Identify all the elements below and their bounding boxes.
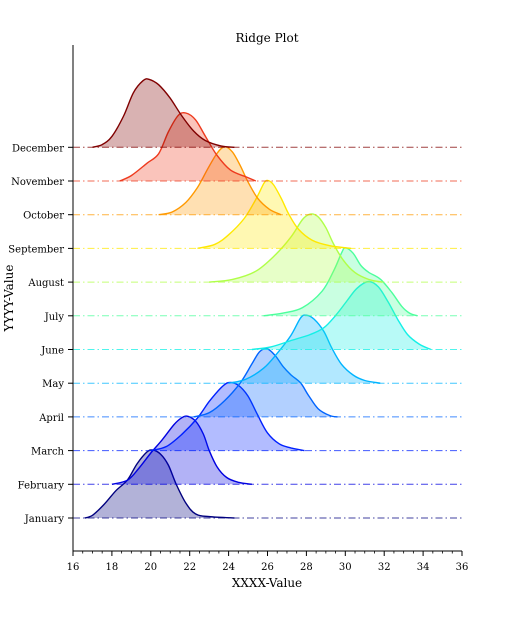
chart-title: Ridge Plot: [235, 31, 298, 45]
x-ticks: 16 18 20 22 24 26 28 30 32 34 36: [67, 551, 469, 573]
x-tick-label-20: 20: [144, 562, 157, 573]
x-tick-label-34: 34: [417, 562, 430, 573]
x-tick-label-16: 16: [67, 562, 80, 573]
ridge-line-august: [209, 213, 383, 283]
ridge-fill-march: [150, 382, 305, 451]
x-tick-label-36: 36: [456, 562, 469, 573]
ridge-fill-june: [251, 281, 431, 350]
y-ticks: January February March April May June July Augu…: [8, 143, 73, 525]
x-axis-label: XXXX-Value: [232, 576, 302, 590]
x-tick-label-24: 24: [222, 562, 235, 573]
ridge-line-june: [251, 280, 432, 351]
ridge-line-december: [92, 78, 235, 148]
y-tick-label-january: January: [24, 514, 65, 525]
y-axis-label: YYYY-Value: [2, 265, 16, 333]
y-tick-label-august: August: [27, 278, 64, 289]
x-tick-label-30: 30: [339, 562, 352, 573]
y-tick-label-june: June: [40, 346, 64, 357]
ridge-line-november: [119, 111, 257, 182]
x-tick-label-28: 28: [300, 562, 313, 573]
y-tick-label-february: February: [18, 480, 65, 491]
ridges-layer: [73, 78, 462, 519]
y-tick-label-april: April: [38, 413, 64, 424]
y-tick-label-march: March: [31, 447, 65, 458]
ridge-fill-september: [197, 180, 352, 249]
ridge-line-july: [263, 247, 418, 317]
x-tick-label-22: 22: [183, 562, 196, 573]
y-tick-label-november: November: [11, 177, 64, 188]
y-tick-label-december: December: [12, 143, 64, 154]
ridge-line-september: [197, 179, 352, 250]
x-tick-label-32: 32: [378, 562, 391, 573]
x-tick-label-26: 26: [261, 562, 274, 573]
ridge-line-february: [111, 415, 252, 485]
y-tick-label-october: October: [23, 211, 64, 222]
ridge-fill-january: [84, 449, 235, 518]
ridge-fill-november: [119, 112, 256, 181]
x-tick-label-18: 18: [106, 562, 119, 573]
y-tick-label-july: July: [44, 312, 65, 323]
ridge-line-may: [228, 314, 381, 384]
y-tick-label-september: September: [8, 244, 64, 255]
y-tick-label-may: May: [42, 379, 64, 390]
ridge-fill-december: [92, 78, 235, 148]
